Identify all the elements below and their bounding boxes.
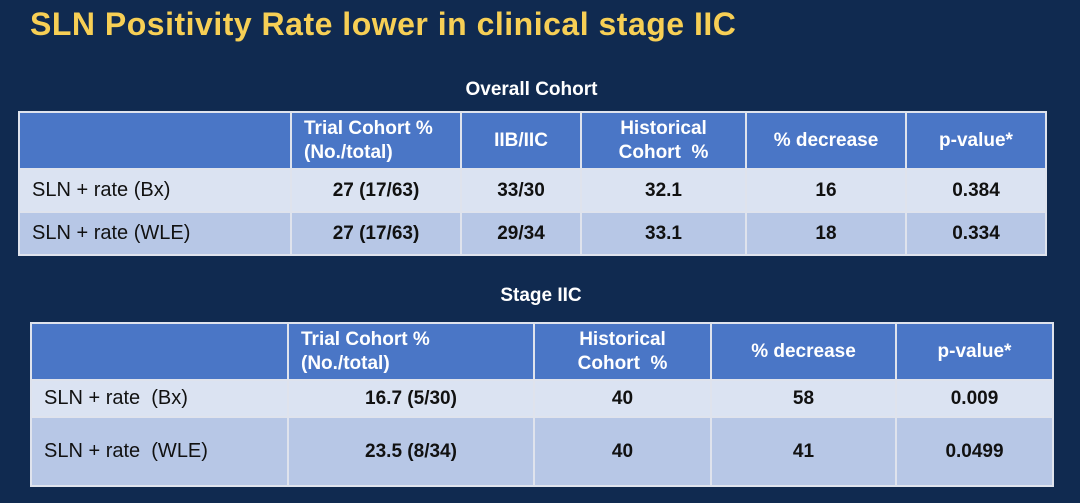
data-cell: 23.5 (8/34) xyxy=(287,416,535,487)
header-row: Trial Cohort % (No./total) IIB/IIC Histo… xyxy=(18,111,1047,170)
header-cell-percent-decrease: % decrease xyxy=(745,111,907,170)
table-row-sln-rate-wle: SLN + rate (WLE) 23.5 (8/34) 40 41 0.049… xyxy=(30,416,1054,487)
header-cell-p-value: p-value* xyxy=(905,111,1047,170)
header-cell-trial-cohort: Trial Cohort % (No./total) xyxy=(287,322,535,381)
header-cell-historical-cohort: Historical Cohort % xyxy=(580,111,747,170)
header-cell-historical-cohort: Historical Cohort % xyxy=(533,322,712,381)
table-row-sln-rate-bx: SLN + rate (Bx) 27 (17/63) 33/30 32.1 16… xyxy=(18,168,1047,213)
overall-cohort-table: Trial Cohort % (No./total) IIB/IIC Histo… xyxy=(18,111,1047,256)
header-row: Trial Cohort % (No./total) Historical Co… xyxy=(30,322,1054,381)
data-cell: 29/34 xyxy=(460,211,582,256)
table-row-sln-rate-bx: SLN + rate (Bx) 16.7 (5/30) 40 58 0.009 xyxy=(30,379,1054,418)
stage-iic-table: Trial Cohort % (No./total) Historical Co… xyxy=(30,322,1054,487)
row-label-cell: SLN + rate (Bx) xyxy=(30,379,289,418)
header-cell-blank xyxy=(18,111,292,170)
table-caption-overall-cohort: Overall Cohort xyxy=(465,79,598,100)
data-cell: 33/30 xyxy=(460,168,582,213)
data-cell: 58 xyxy=(710,379,897,418)
header-cell-trial-cohort: Trial Cohort % (No./total) xyxy=(290,111,462,170)
header-cell-iib-iic: IIB/IIC xyxy=(460,111,582,170)
data-cell: 18 xyxy=(745,211,907,256)
data-cell: 0.009 xyxy=(895,379,1054,418)
header-cell-blank xyxy=(30,322,289,381)
table-row-sln-rate-wle: SLN + rate (WLE) 27 (17/63) 29/34 33.1 1… xyxy=(18,211,1047,256)
row-label-cell: SLN + rate (WLE) xyxy=(18,211,292,256)
data-cell: 0.384 xyxy=(905,168,1047,213)
header-cell-percent-decrease: % decrease xyxy=(710,322,897,381)
data-cell: 33.1 xyxy=(580,211,747,256)
data-cell: 27 (17/63) xyxy=(290,168,462,213)
data-cell: 41 xyxy=(710,416,897,487)
data-cell: 16 xyxy=(745,168,907,213)
header-cell-p-value: p-value* xyxy=(895,322,1054,381)
data-cell: 32.1 xyxy=(580,168,747,213)
data-cell: 16.7 (5/30) xyxy=(287,379,535,418)
data-cell: 40 xyxy=(533,379,712,418)
row-label-cell: SLN + rate (WLE) xyxy=(30,416,289,487)
table-caption-stage-iic: Stage IIC xyxy=(500,285,582,306)
row-label-cell: SLN + rate (Bx) xyxy=(18,168,292,213)
slide-title: SLN Positivity Rate lower in clinical st… xyxy=(30,6,737,42)
data-cell: 0.334 xyxy=(905,211,1047,256)
data-cell: 0.0499 xyxy=(895,416,1054,487)
data-cell: 40 xyxy=(533,416,712,487)
data-cell: 27 (17/63) xyxy=(290,211,462,256)
